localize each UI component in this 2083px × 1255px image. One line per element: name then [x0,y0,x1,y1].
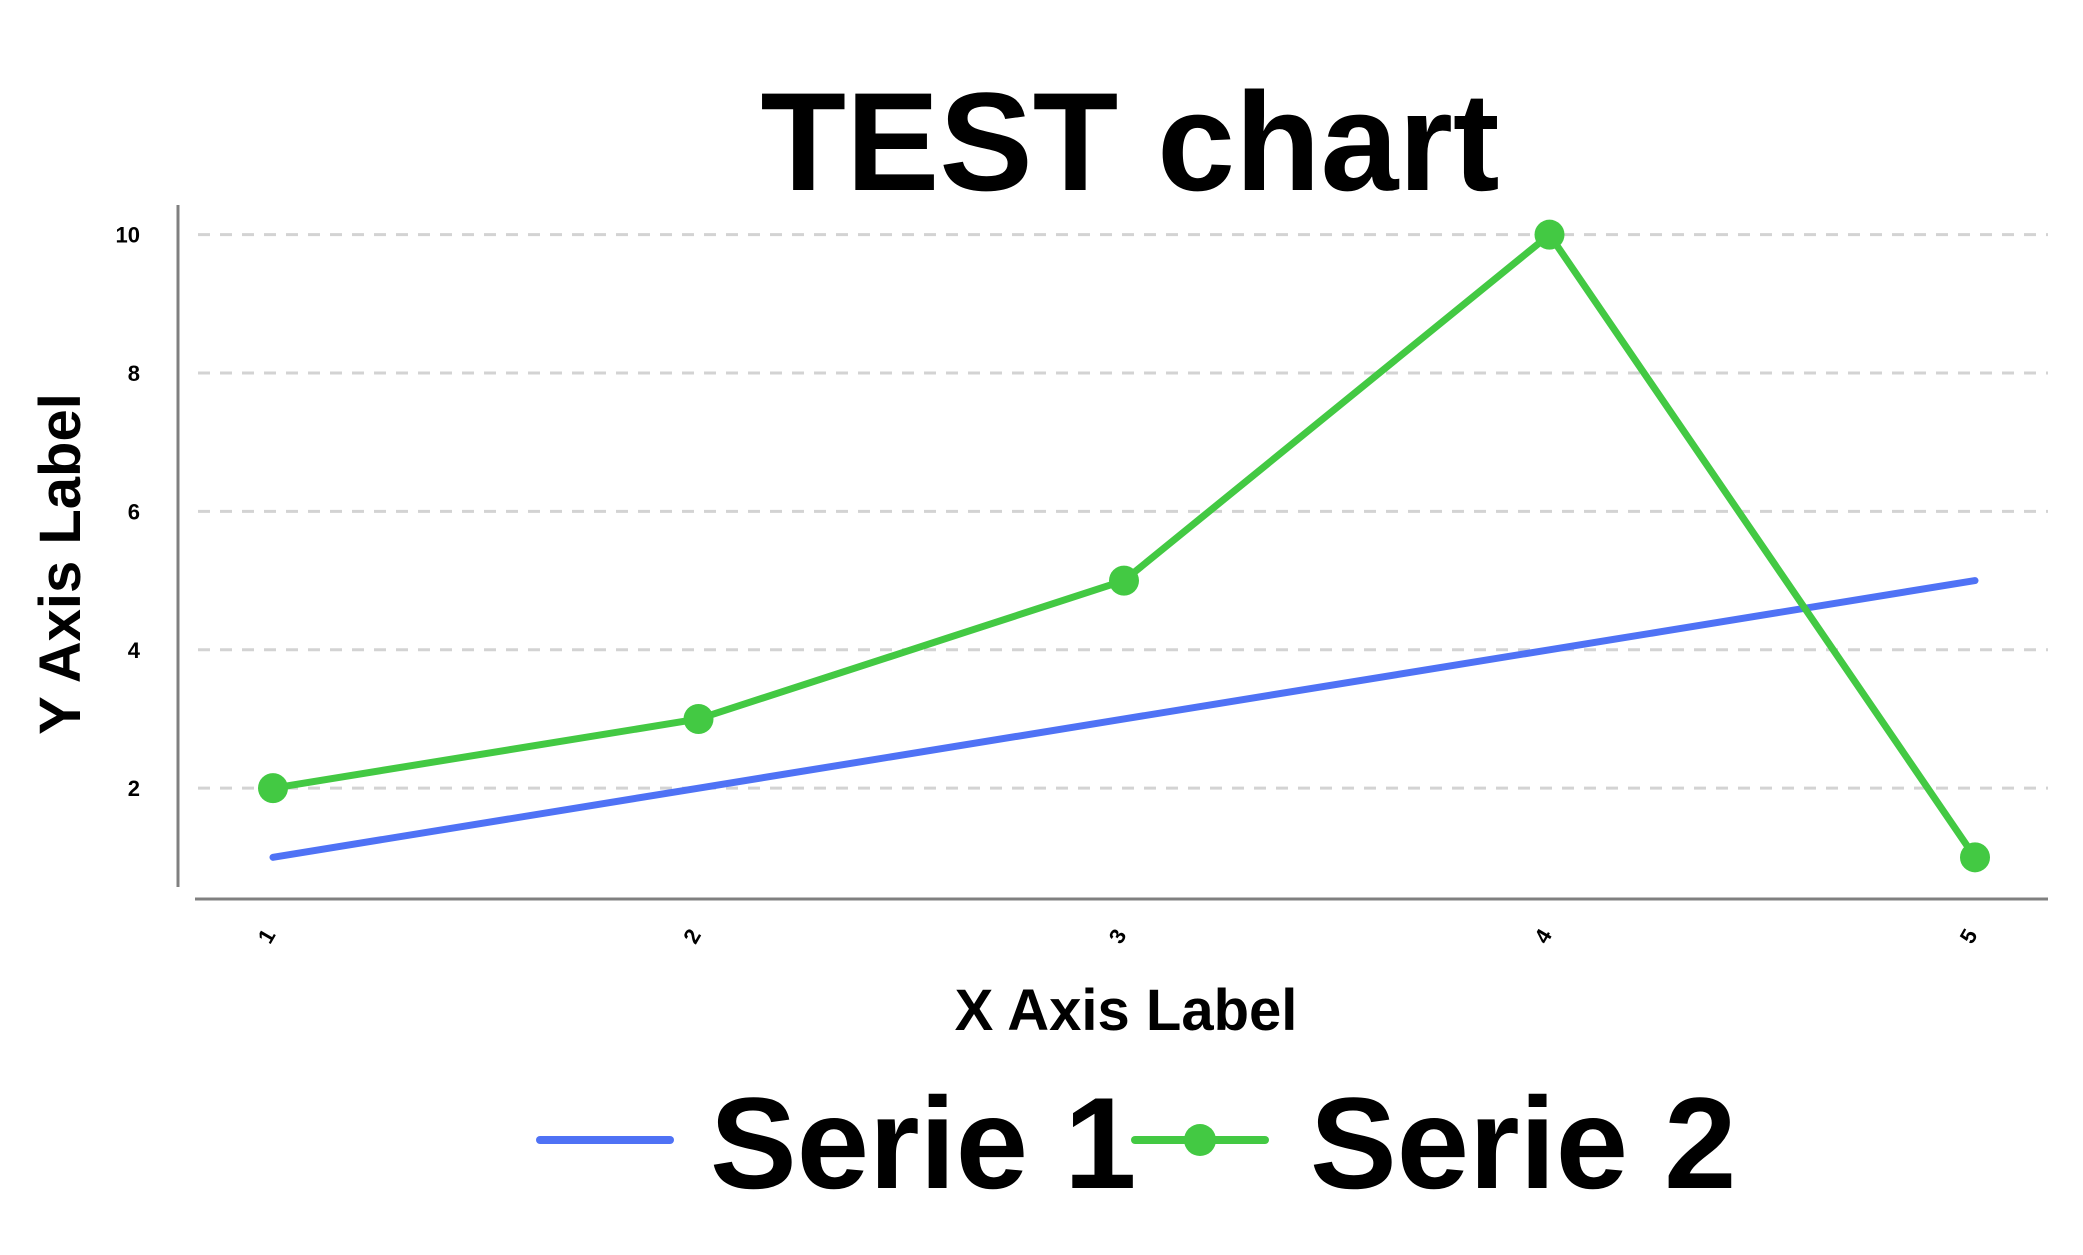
series-2-point [258,773,288,804]
series-2-point [683,703,714,734]
y-tick-label: 10 [116,223,140,248]
x-tick-label: 4 [1529,924,1557,948]
series-2-point [1109,565,1139,596]
y-tick-label: 2 [128,776,140,801]
legend-swatch-marker [1184,1124,1216,1156]
series-lines [258,219,1990,873]
series-2-point [1534,219,1565,250]
chart-title: TEST chart [760,63,1499,220]
series-line-2 [269,231,1979,861]
x-tick-labels: 1 2 3 4 5 [253,924,1983,948]
legend-label: Serie 1 [710,1070,1136,1216]
y-tick-label: 4 [128,638,141,663]
legend-label: Serie 2 [1310,1070,1736,1216]
x-tick-label: 1 [253,925,281,948]
x-tick-label: 2 [678,925,706,948]
series-line-1 [269,577,1979,861]
y-axis-label: Y Axis Label [28,393,93,735]
x-tick-label: 5 [1955,925,1983,948]
x-axis-label: X Axis Label [955,978,1298,1043]
y-tick-labels: 2 4 6 8 10 [116,223,141,801]
legend: Serie 1 Serie 2 [536,1070,1736,1216]
series-2-point [1960,842,1990,873]
grid-lines [198,233,2048,790]
y-tick-label: 8 [128,361,140,386]
y-tick-label: 6 [128,499,140,524]
x-tick-label: 3 [1104,925,1132,948]
